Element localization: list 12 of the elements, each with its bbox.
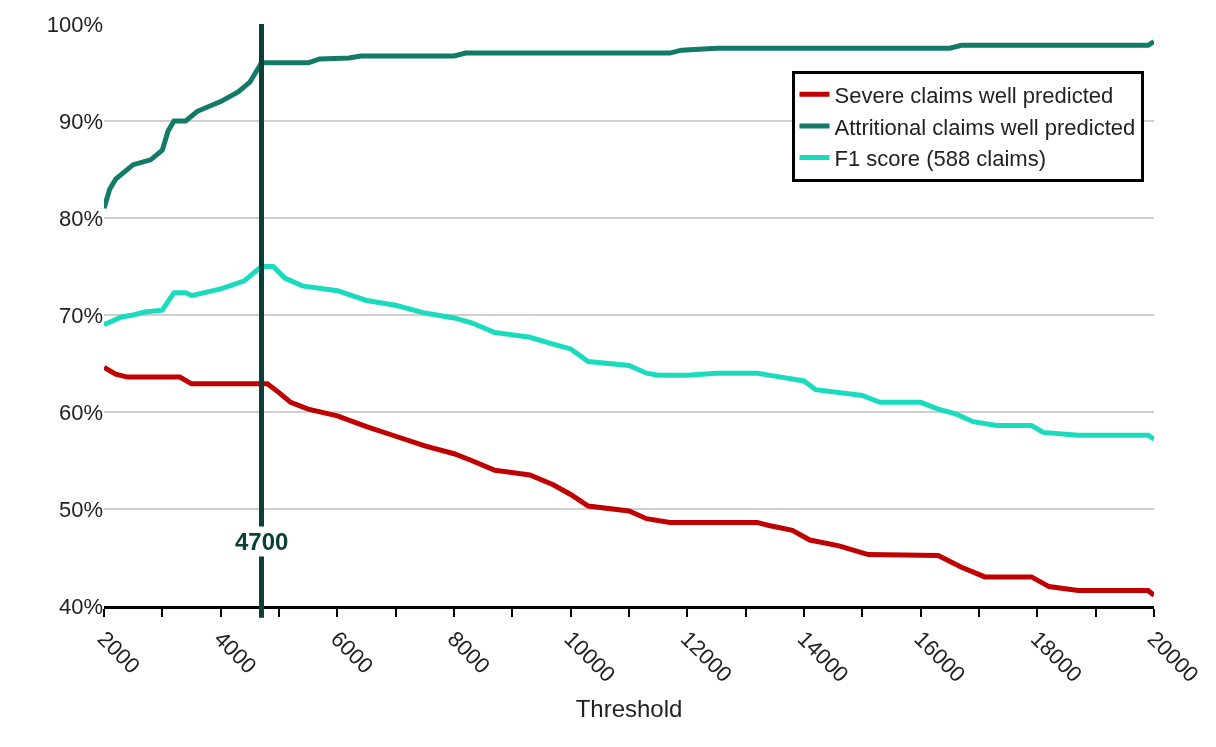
y-tick-label: 80%: [58, 205, 103, 231]
legend-label: Attritional claims well predicted: [834, 114, 1136, 140]
ref-line-label: 4700: [235, 528, 289, 555]
y-tick-label: 100%: [46, 11, 103, 37]
y-tick-label: 50%: [58, 496, 103, 522]
legend-label: Severe claims well predicted: [834, 82, 1114, 108]
x-axis-title: Threshold: [575, 695, 683, 723]
y-tick-label: 60%: [58, 399, 103, 425]
legend-label: F1 score (588 claims): [834, 146, 1047, 172]
y-tick-label: 40%: [58, 593, 103, 619]
y-tick-label: 90%: [58, 108, 103, 134]
y-tick-label: 70%: [58, 302, 103, 328]
